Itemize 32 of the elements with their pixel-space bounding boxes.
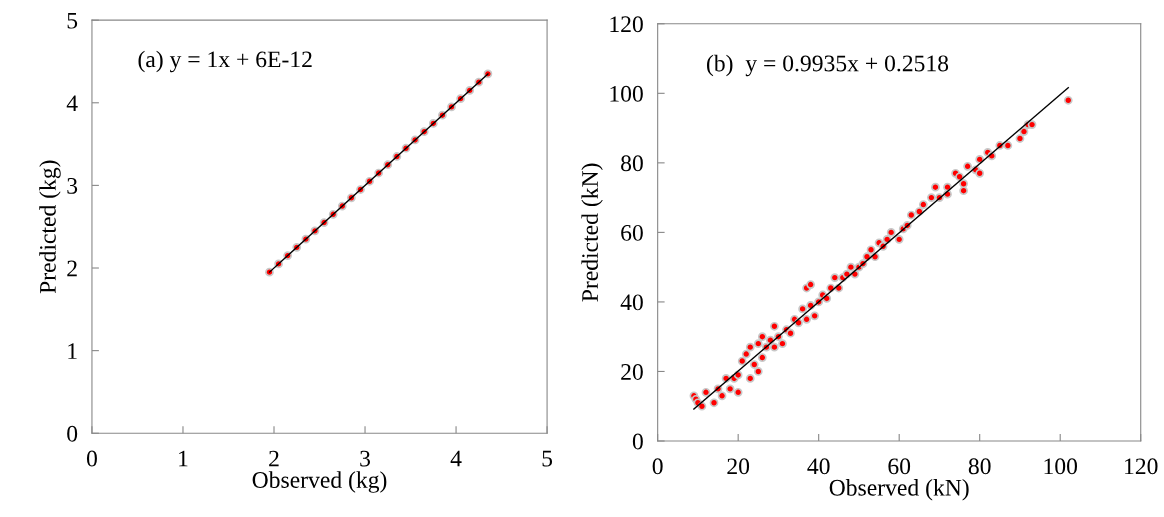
x-tick-label: 100 <box>1044 458 1078 475</box>
x-tick-label: 3 <box>360 450 371 467</box>
x-tick-label: 2 <box>269 450 279 467</box>
x-tick-label: 20 <box>727 458 750 475</box>
y-tick-label: 100 <box>610 85 643 102</box>
x-tick-label: 5 <box>542 450 553 467</box>
y-tick-label: 1 <box>68 343 77 359</box>
x-tick-label: 40 <box>807 458 830 475</box>
annotation: (b) y = 0.9935x + 0.2518 <box>707 54 949 77</box>
x-tick-label: 120 <box>1125 458 1158 475</box>
y-tick-label: 80 <box>621 155 643 172</box>
x-tick-label: 60 <box>888 458 911 475</box>
y-axis-title: Predicted (kN) <box>581 163 603 302</box>
x-axis-title: Observed (kN) <box>829 479 969 501</box>
y-axis-title: Predicted (kg) <box>39 160 61 294</box>
y-tick-label: 20 <box>621 363 643 380</box>
y-tick-label: 3 <box>67 177 78 194</box>
y-tick-label: 120 <box>610 16 643 33</box>
x-tick-label: 0 <box>652 458 663 475</box>
y-tick-label: 5 <box>67 12 78 29</box>
x-tick-label: 4 <box>450 450 462 467</box>
y-tick-label: 40 <box>620 294 643 311</box>
x-axis-title: Observed (kg) <box>252 471 387 493</box>
y-tick-label: 4 <box>66 95 78 111</box>
y-tick-label: 0 <box>67 425 78 442</box>
y-tick-label: 0 <box>632 433 643 450</box>
y-tick-label: 60 <box>621 224 643 241</box>
x-tick-label: 0 <box>86 450 97 467</box>
x-tick-label: 80 <box>968 458 991 475</box>
x-tick-label: 1 <box>179 450 188 467</box>
annotation: (a) y = 1x + 6E-12 <box>138 50 312 73</box>
y-tick-label: 2 <box>67 260 77 277</box>
